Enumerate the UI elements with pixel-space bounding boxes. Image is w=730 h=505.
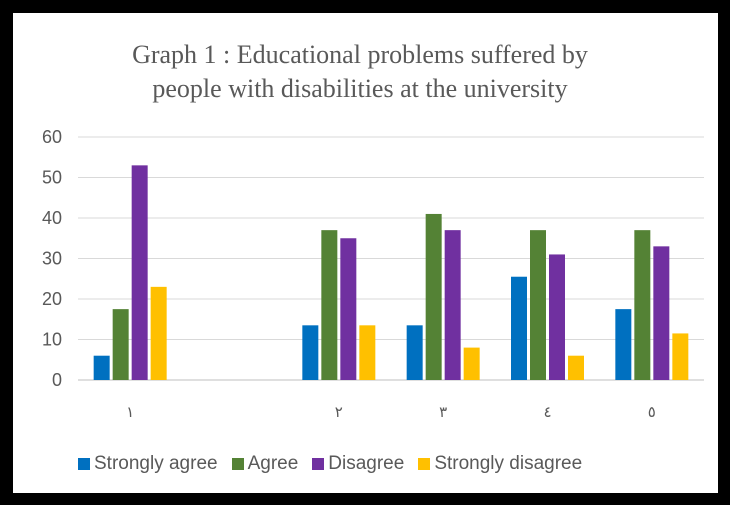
- legend-item: Strongly agree: [78, 453, 218, 475]
- bar: [302, 325, 319, 380]
- legend-swatch: [231, 458, 244, 470]
- chart-title: Graph 1 : Educational problems suffered …: [70, 38, 650, 106]
- bar: [653, 246, 670, 380]
- legend-label: Strongly disagree: [434, 453, 583, 474]
- x-tick-label: ١: [126, 403, 134, 421]
- y-tick-label: 10: [42, 330, 62, 350]
- x-tick-label: ٣: [439, 403, 447, 421]
- bar: [634, 230, 651, 380]
- bar: [425, 213, 442, 380]
- legend-item: Strongly disagree: [418, 453, 582, 475]
- y-tick-label: 40: [42, 208, 62, 228]
- bar: [150, 286, 167, 380]
- x-tick-label: ٥: [648, 403, 656, 421]
- legend-item: Disagree: [312, 453, 404, 475]
- y-tick-label: 0: [52, 370, 62, 390]
- bar: [511, 276, 527, 380]
- bar: [615, 309, 632, 380]
- y-tick-label: 20: [42, 289, 62, 309]
- chart-title-line-1: Graph 1 : Educational problems suffered …: [132, 40, 588, 69]
- y-tick-label: 60: [42, 127, 62, 147]
- bar: [93, 355, 110, 380]
- bar: [321, 230, 338, 380]
- chart-title-line-2: people with disabilities at the universi…: [152, 74, 568, 103]
- bar: [359, 325, 376, 380]
- y-axis-ticks: 0 10 20 30 40 50 60: [42, 127, 62, 390]
- legend: Strongly agree Agree Disagree Strongly disa…: [78, 452, 586, 476]
- x-axis-ticks: ١ ٢ ٣ ٤ ٥: [126, 403, 656, 421]
- legend-swatch: [418, 458, 431, 470]
- bar: [568, 355, 584, 380]
- y-tick-label: 50: [42, 168, 62, 188]
- legend-label: Agree: [247, 453, 299, 474]
- legend-label: Strongly agree: [94, 453, 218, 474]
- bar: [131, 165, 148, 380]
- bar: [112, 309, 129, 380]
- bar: [463, 347, 480, 380]
- bar: [672, 333, 689, 380]
- legend-item: Agree: [231, 453, 299, 475]
- x-tick-label: ٢: [335, 403, 343, 421]
- bar: [444, 230, 461, 380]
- x-tick-label: ٤: [543, 403, 551, 421]
- chart-panel: [13, 13, 718, 493]
- y-tick-label: 30: [42, 249, 62, 269]
- bar: [340, 238, 357, 380]
- bar: [406, 325, 423, 380]
- gridlines: [78, 136, 704, 381]
- bars: [93, 165, 689, 380]
- legend-swatch: [78, 458, 90, 470]
- bar: [549, 254, 565, 380]
- legend-swatch: [312, 458, 325, 470]
- bar: [530, 230, 546, 380]
- legend-label: Disagree: [328, 453, 405, 474]
